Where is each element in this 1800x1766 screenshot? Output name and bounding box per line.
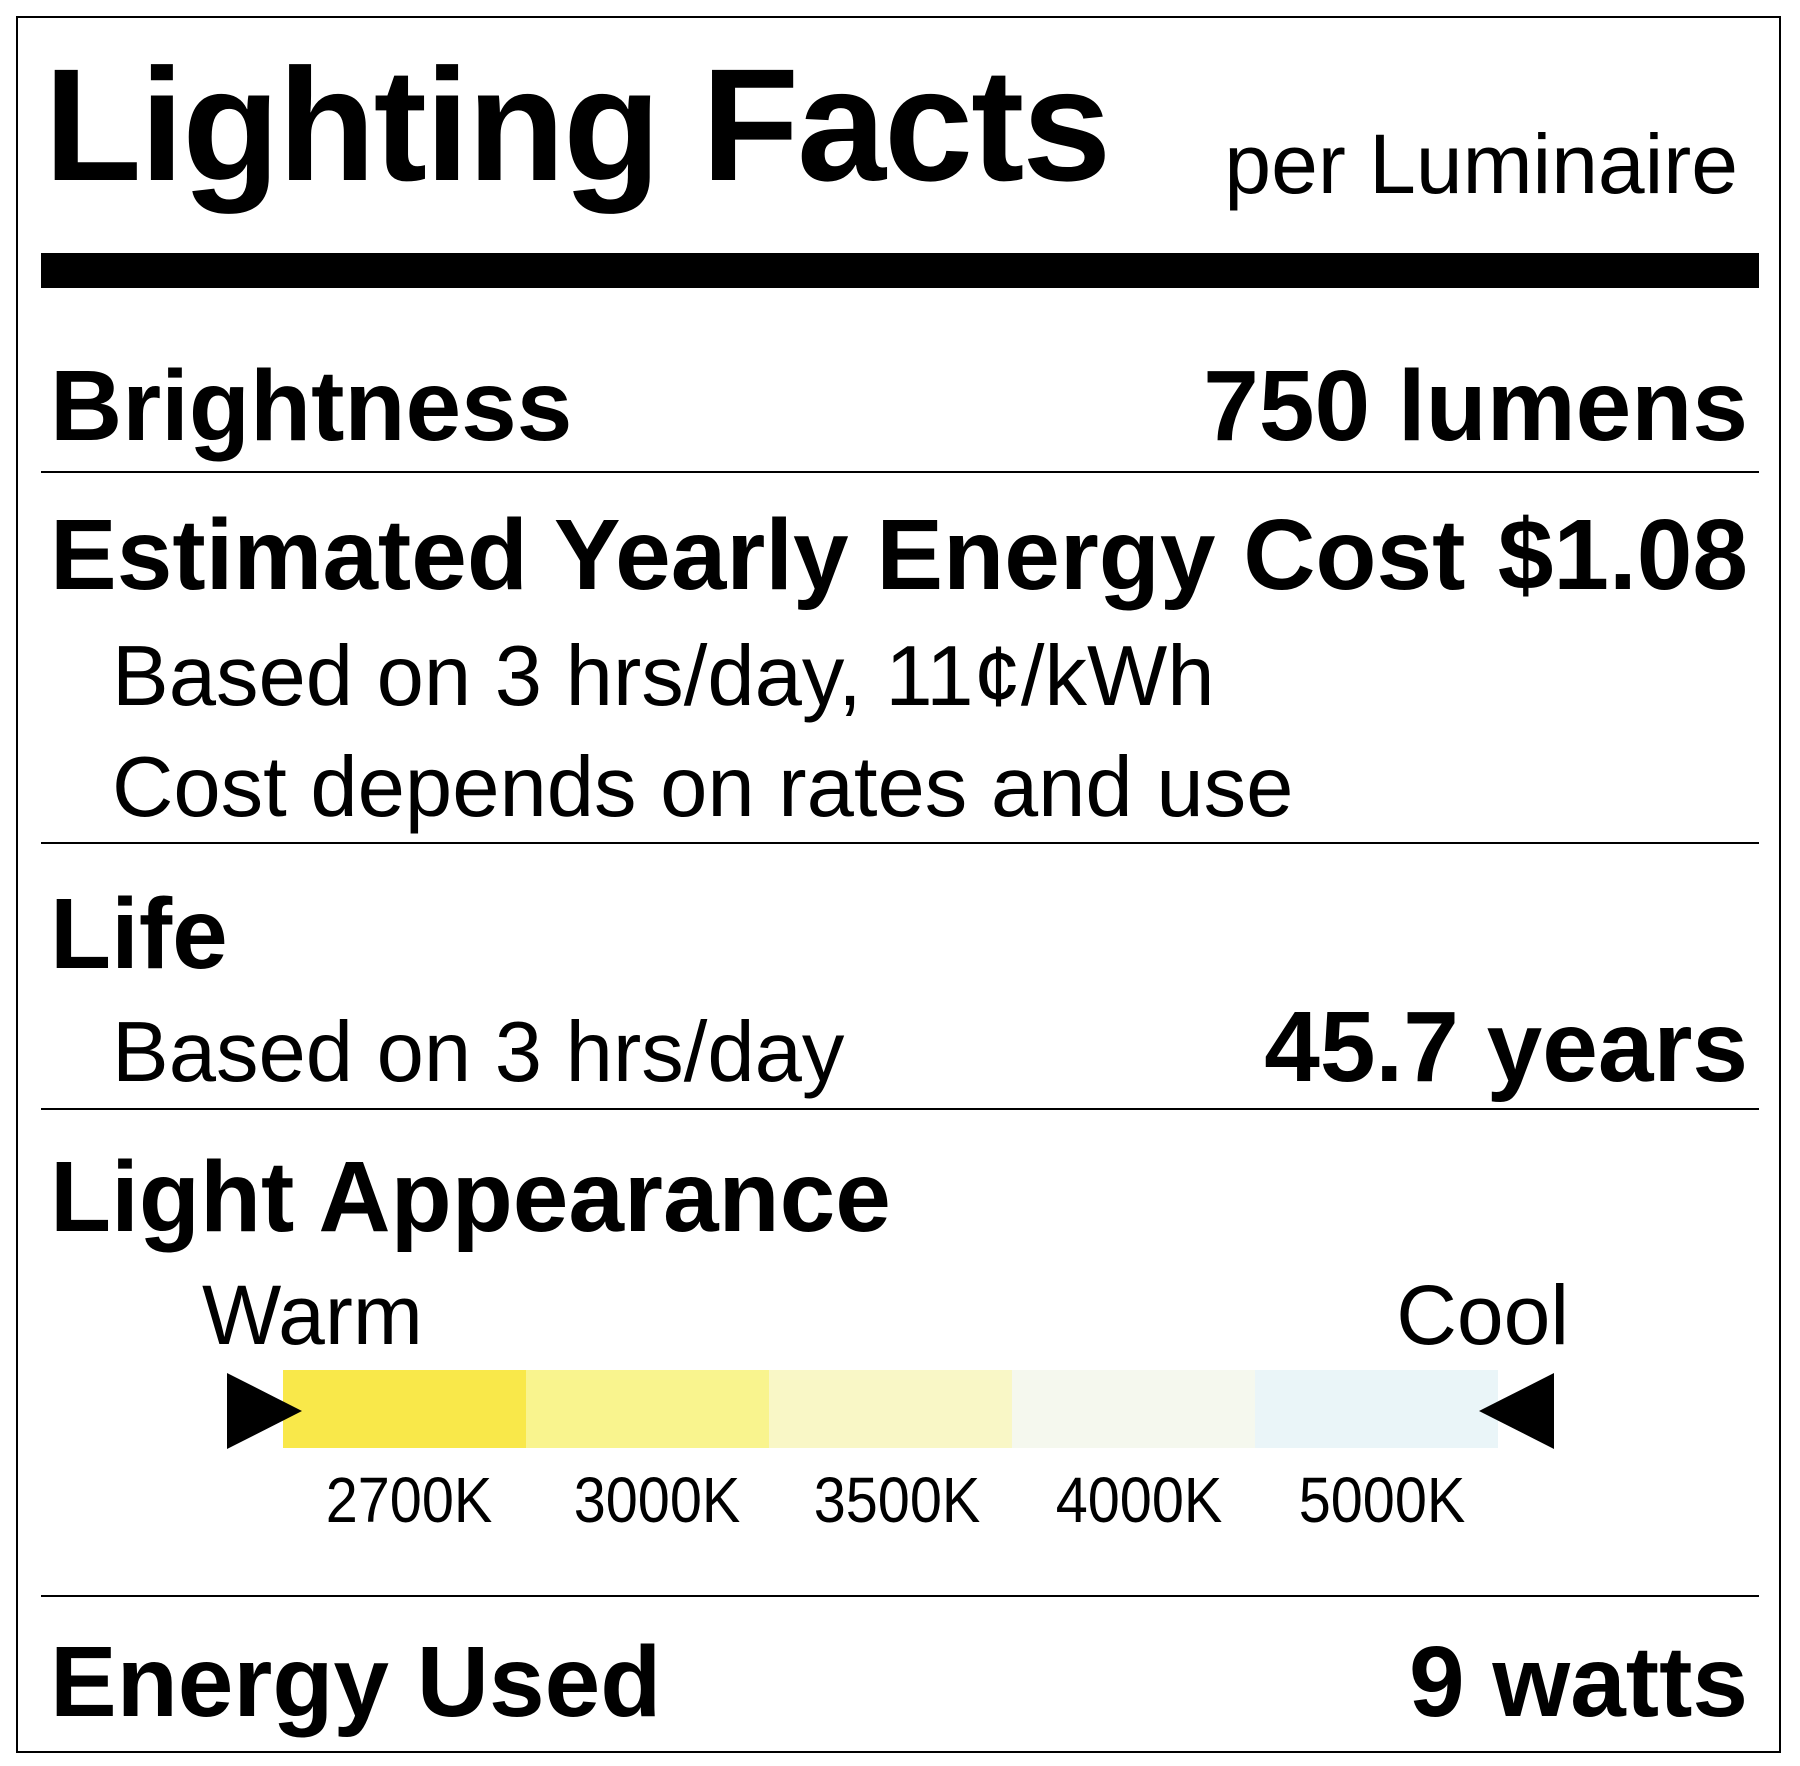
scale-label-4000k: 4000K <box>1055 1464 1223 1536</box>
cool-arrow-icon <box>1479 1373 1554 1449</box>
energy-cost-label: Estimated Yearly Energy Cost <box>50 499 1466 611</box>
energy-used-value: 9 watts <box>1408 1626 1748 1738</box>
color-swatch-4000k <box>1012 1370 1255 1448</box>
life-basis: Based on 3 hrs/day <box>112 1005 845 1100</box>
energy-cost-value: $1.08 <box>1497 499 1748 611</box>
divider <box>41 1108 1759 1110</box>
color-swatch-5000k <box>1255 1370 1498 1448</box>
color-swatch-2700k <box>283 1370 526 1448</box>
divider <box>41 471 1759 473</box>
cool-label: Cool <box>1396 1268 1569 1362</box>
title-bar <box>41 253 1759 288</box>
scale-label-3000k: 3000K <box>573 1464 741 1536</box>
brightness-label: Brightness <box>50 350 573 462</box>
brightness-value: 750 lumens <box>1203 350 1748 462</box>
divider <box>41 1595 1759 1597</box>
label-title: Lighting Facts <box>44 35 1111 214</box>
energy-used-label: Energy Used <box>50 1626 662 1738</box>
divider <box>41 842 1759 844</box>
life-label: Life <box>50 878 228 990</box>
label-border <box>16 16 1781 1753</box>
warm-arrow-icon <box>227 1373 302 1449</box>
life-value: 45.7 years <box>1264 991 1748 1103</box>
energy-cost-basis: Based on 3 hrs/day, 11¢/kWh <box>112 629 1215 724</box>
color-swatch-3500k <box>769 1370 1012 1448</box>
color-swatch-3000k <box>526 1370 769 1448</box>
scale-label-2700k: 2700K <box>325 1464 493 1536</box>
scale-label-5000k: 5000K <box>1298 1464 1466 1536</box>
energy-cost-disclaimer: Cost depends on rates and use <box>112 740 1294 835</box>
scale-label-3500k: 3500K <box>813 1464 981 1536</box>
warm-label: Warm <box>202 1268 423 1362</box>
light-appearance-label: Light Appearance <box>50 1141 891 1253</box>
label-subtitle: per Luminaire <box>1224 117 1738 211</box>
